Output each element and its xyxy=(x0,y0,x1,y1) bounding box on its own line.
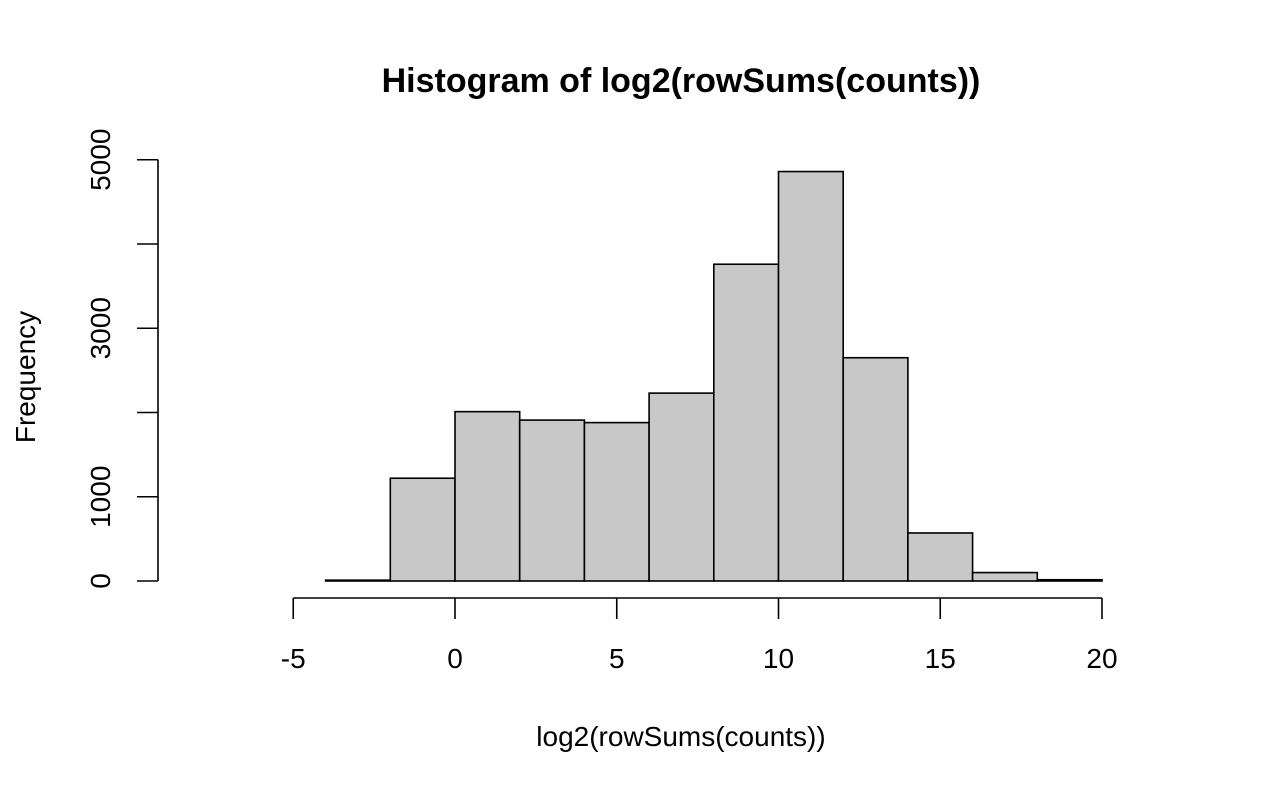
x-axis: -5 0 5 10 15 20 xyxy=(281,597,1118,674)
histogram-bar xyxy=(324,579,392,582)
x-tick-label: 0 xyxy=(447,643,463,674)
histogram-bar xyxy=(389,477,456,582)
histogram-bar xyxy=(712,263,780,582)
x-tick-label: 20 xyxy=(1086,643,1117,674)
histogram-bar xyxy=(518,419,586,582)
histogram-bar xyxy=(907,532,974,582)
histogram-bar xyxy=(583,421,650,582)
bars-group xyxy=(324,170,1103,582)
histogram-bar xyxy=(454,410,521,582)
x-tick-label: 5 xyxy=(609,643,625,674)
histogram-bar xyxy=(648,392,715,582)
x-tick-label: 10 xyxy=(763,643,794,674)
histogram-bar xyxy=(777,170,844,582)
histogram-bar xyxy=(842,356,909,582)
y-tick-label: 0 xyxy=(85,573,116,589)
y-axis: 0 1000 3000 5000 xyxy=(85,129,159,589)
x-tick-label: -5 xyxy=(281,643,306,674)
y-tick-label: 1000 xyxy=(85,466,116,528)
x-tick-label: 15 xyxy=(925,643,956,674)
chart-title: Histogram of log2(rowSums(counts)) xyxy=(382,62,981,100)
histogram-bar xyxy=(1036,578,1103,582)
x-axis-label: log2(rowSums(counts)) xyxy=(536,721,825,752)
y-tick-label: 5000 xyxy=(85,129,116,191)
histogram-bar xyxy=(971,571,1039,582)
y-axis-label: Frequency xyxy=(10,311,41,443)
y-tick-label: 3000 xyxy=(85,297,116,359)
